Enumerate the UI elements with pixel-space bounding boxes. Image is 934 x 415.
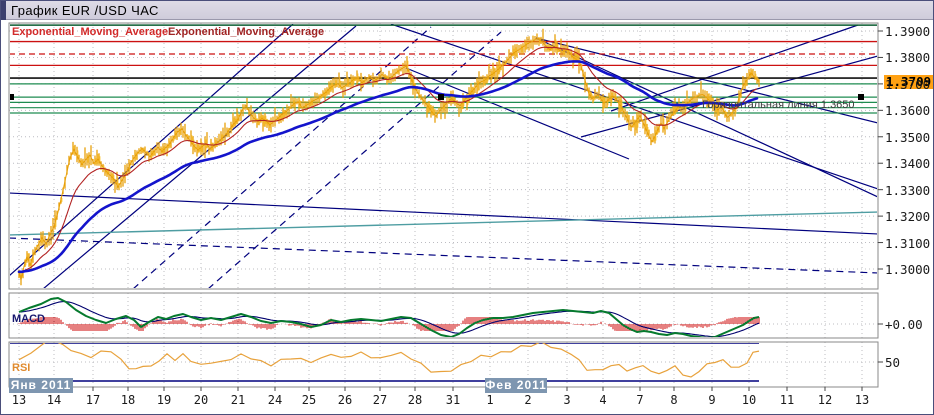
time-axis-label: 31 [445,393,461,407]
price-axis-label: 1.3500 [885,129,931,145]
price-axis-label: 1.3600 [885,103,931,119]
time-axis-label: 17 [85,393,101,407]
price-axis-label: 1.3000 [885,262,931,277]
time-axis-label: 18 [120,393,136,407]
time-axis-label: 4 [599,393,607,407]
time-axis-label: 27 [372,393,388,407]
time-axis-label: 8 [670,393,678,407]
price-axis-label: 1.3100 [885,235,931,251]
price-axis-label: 1.3800 [885,50,931,66]
price-axis-label: 1.3300 [885,182,931,198]
macd-zero-axis-label: +0.00 [885,317,923,332]
price-axis-label: 1.3900 [885,24,931,39]
chart-canvas[interactable] [1,20,934,415]
time-axis-label: 13 [854,393,870,407]
rsi-mid-axis-label: 50 [885,355,901,370]
time-axis-label: 25 [301,393,317,407]
time-axis-label: 28 [407,393,423,407]
time-axis-label: 12 [817,393,833,407]
time-axis-label: 19 [156,393,172,407]
month-badge-feb: Фев 2011 [485,378,547,393]
time-axis-label: 11 [779,393,795,407]
time-axis-label: 24 [267,393,283,407]
time-axis-label: 3 [563,393,571,407]
window-titlebar[interactable]: График EUR /USD ЧАС [1,1,933,20]
time-axis-label: 21 [230,393,246,407]
price-axis-label: 1.3400 [885,156,931,172]
time-axis-label: 10 [741,393,757,407]
time-axis-label: 9 [708,393,716,407]
time-axis-label: 14 [46,393,62,407]
month-badge-jan: Янв 2011 [9,378,73,393]
rsi-indicator-label[interactable]: RSI [12,362,31,374]
ema-indicator-label-1[interactable]: Exponential_Moving_Average [12,26,169,38]
price-axis-label: 1.3700 [885,76,931,92]
time-axis-label: 20 [193,393,209,407]
time-axis-label: 7 [636,393,644,407]
time-axis-label: 2 [524,393,532,407]
horizontal-line-label[interactable]: Горизонтальная линия 1.3650 [702,99,855,111]
time-axis-label: 26 [337,393,353,407]
macd-indicator-label[interactable]: MACD [12,313,45,325]
titlebar-left-strip [1,1,6,20]
current-price-tag: 1.3709 [884,74,933,89]
window-title: График EUR /USD ЧАС [11,3,159,18]
ema-indicator-label-2[interactable]: Exponential_Moving_Average [168,26,325,38]
price-axis-label: 1.3200 [885,209,931,225]
time-axis-label: 1 [486,393,494,407]
time-axis-label: 13 [11,393,27,407]
